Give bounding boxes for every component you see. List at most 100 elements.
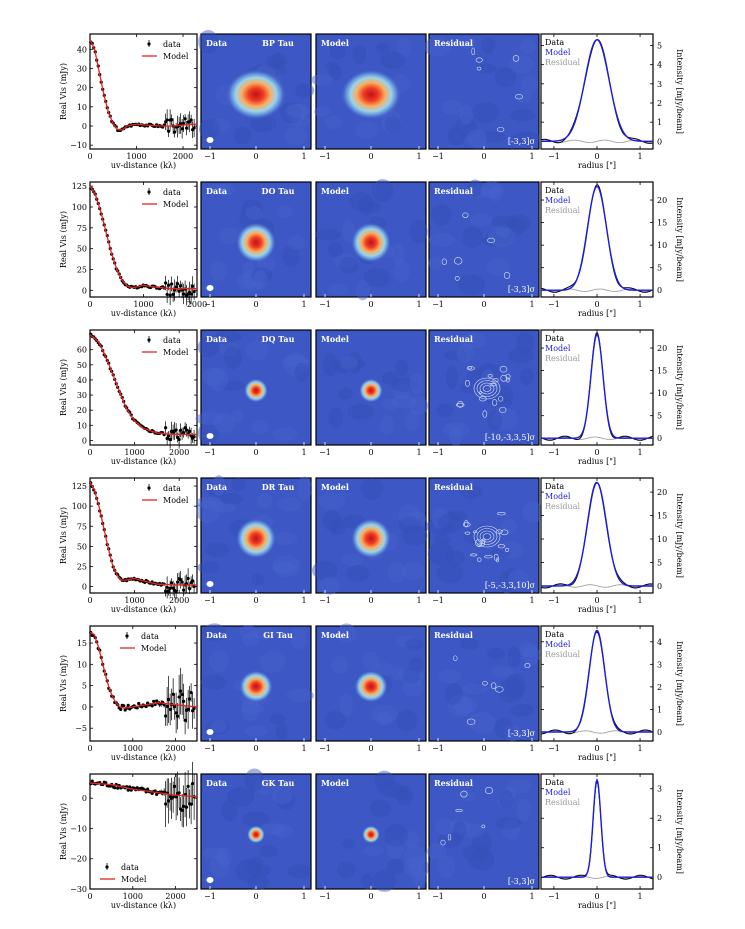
map-noise [311, 560, 338, 581]
map-noise [272, 783, 293, 805]
map-noise [456, 343, 474, 363]
vis-ytick-label: 30 [77, 391, 87, 400]
profile-ytick-label: 0 [657, 286, 662, 295]
map-xtick-label: 0 [481, 892, 486, 901]
residual-contour [462, 212, 469, 218]
map-panel-model: Model −1 0 1 [315, 329, 428, 457]
map-xtick-label: 0 [368, 448, 373, 457]
map-noise [227, 786, 255, 807]
map-noise [427, 843, 447, 860]
map-noise [520, 75, 539, 93]
profile-ytick-label: 1 [657, 705, 662, 714]
profile-data-line [540, 331, 654, 441]
beam-ellipse [206, 581, 214, 587]
map-noise [425, 518, 453, 535]
map-xtick-label: 0 [253, 892, 258, 901]
residual-contour [479, 382, 495, 395]
map-xtick-label: −1 [204, 448, 216, 457]
panel-title-model: Model [321, 778, 349, 788]
vis-ytick-label: 25 [77, 562, 87, 571]
map-noise [340, 356, 358, 370]
vis-data-point [164, 802, 168, 806]
map-noise [505, 567, 520, 583]
vis-xtick-label: 0 [87, 448, 92, 457]
profile-model-line [541, 38, 653, 142]
vis-data-point [183, 718, 187, 722]
map-noise [296, 476, 313, 501]
map-noise [259, 650, 286, 673]
map-noise [445, 510, 467, 521]
map-noise [275, 787, 296, 811]
map-noise [472, 831, 492, 854]
panel-title-data: Data [206, 778, 227, 788]
map-noise [360, 873, 374, 890]
vis-model-line [90, 782, 198, 798]
map-noise [287, 235, 306, 250]
vis-legend: data Model [120, 632, 167, 653]
residual-contour [524, 663, 531, 668]
map-noise [219, 493, 244, 505]
map-noise [342, 838, 356, 849]
map-noise [340, 554, 364, 566]
profile-ytick-label: 5 [657, 42, 662, 51]
vis-ylabel: Real Vis (mJy) [59, 63, 68, 120]
vis-data-point [177, 695, 181, 699]
map-noise [471, 682, 484, 693]
profile-ytick-label: 0 [657, 137, 662, 146]
panel-title-data: Data [206, 482, 227, 492]
residual-contour [462, 522, 471, 527]
profile-xtick-label: −1 [548, 152, 560, 161]
vis-xtick-label: 1000 [123, 892, 143, 901]
map-panel-data: GK Tau Data −1 0 1 [200, 768, 312, 901]
map-noise [457, 823, 485, 839]
vis-ytick-label: 40 [77, 45, 87, 54]
map-xtick-label: −1 [319, 892, 331, 901]
map-noise [510, 703, 534, 717]
residual-contour [505, 547, 510, 552]
residual-contour [440, 839, 446, 846]
vis-panel: 0 1000 2000 0 25 50 75 100 125 uv-distance (kλ) Re… [59, 181, 207, 318]
map-noise [519, 641, 537, 658]
profile-legend-data: Data [545, 778, 564, 787]
map-noise [497, 541, 524, 559]
vis-ytick-label: 75 [77, 224, 87, 233]
vis-data-point [185, 805, 189, 809]
map-noise [241, 811, 270, 828]
map-noise [215, 183, 236, 196]
profile-ytick-label: 15 [657, 367, 667, 376]
map-xtick-label: 1 [529, 744, 534, 753]
panel-title-residual: Residual [434, 186, 473, 196]
profile-legend-model: Model [545, 344, 571, 353]
legend-model-label: Model [163, 200, 189, 209]
map-noise [283, 104, 308, 122]
residual-contour [467, 366, 472, 370]
vis-data-point [171, 692, 175, 696]
map-panel-residual: [-10,-3,3,5]σ Residual −1 0 1 [428, 329, 540, 457]
profile-frame [540, 625, 654, 742]
map-noise [453, 697, 478, 714]
profile-xlabel: radius ["] [578, 457, 616, 466]
map-xtick-label: 0 [253, 596, 258, 605]
vis-data-point [192, 290, 196, 294]
map-noise [508, 55, 535, 74]
vis-data-point [164, 589, 168, 593]
map-xtick-label: 1 [529, 448, 534, 457]
profile-legend-residual: Residual [545, 502, 580, 511]
profile-ytick-label: 2 [657, 683, 662, 692]
residual-contour [466, 718, 476, 725]
residual-contour [470, 553, 478, 557]
source-emission [359, 378, 383, 403]
map-noise [294, 362, 309, 383]
map-noise [488, 186, 503, 202]
residual-contour [497, 544, 506, 549]
map-noise [272, 427, 298, 442]
vis-data-point [174, 285, 178, 289]
vis-xlabel: uv-distance (kλ) [111, 309, 176, 318]
map-noise [493, 384, 514, 409]
map-noise [290, 115, 311, 128]
vis-data-point [126, 703, 130, 707]
vis-data-point [171, 795, 175, 799]
vis-xtick-label: 2000 [187, 300, 207, 309]
residual-contour [492, 399, 498, 406]
map-noise [233, 126, 252, 145]
